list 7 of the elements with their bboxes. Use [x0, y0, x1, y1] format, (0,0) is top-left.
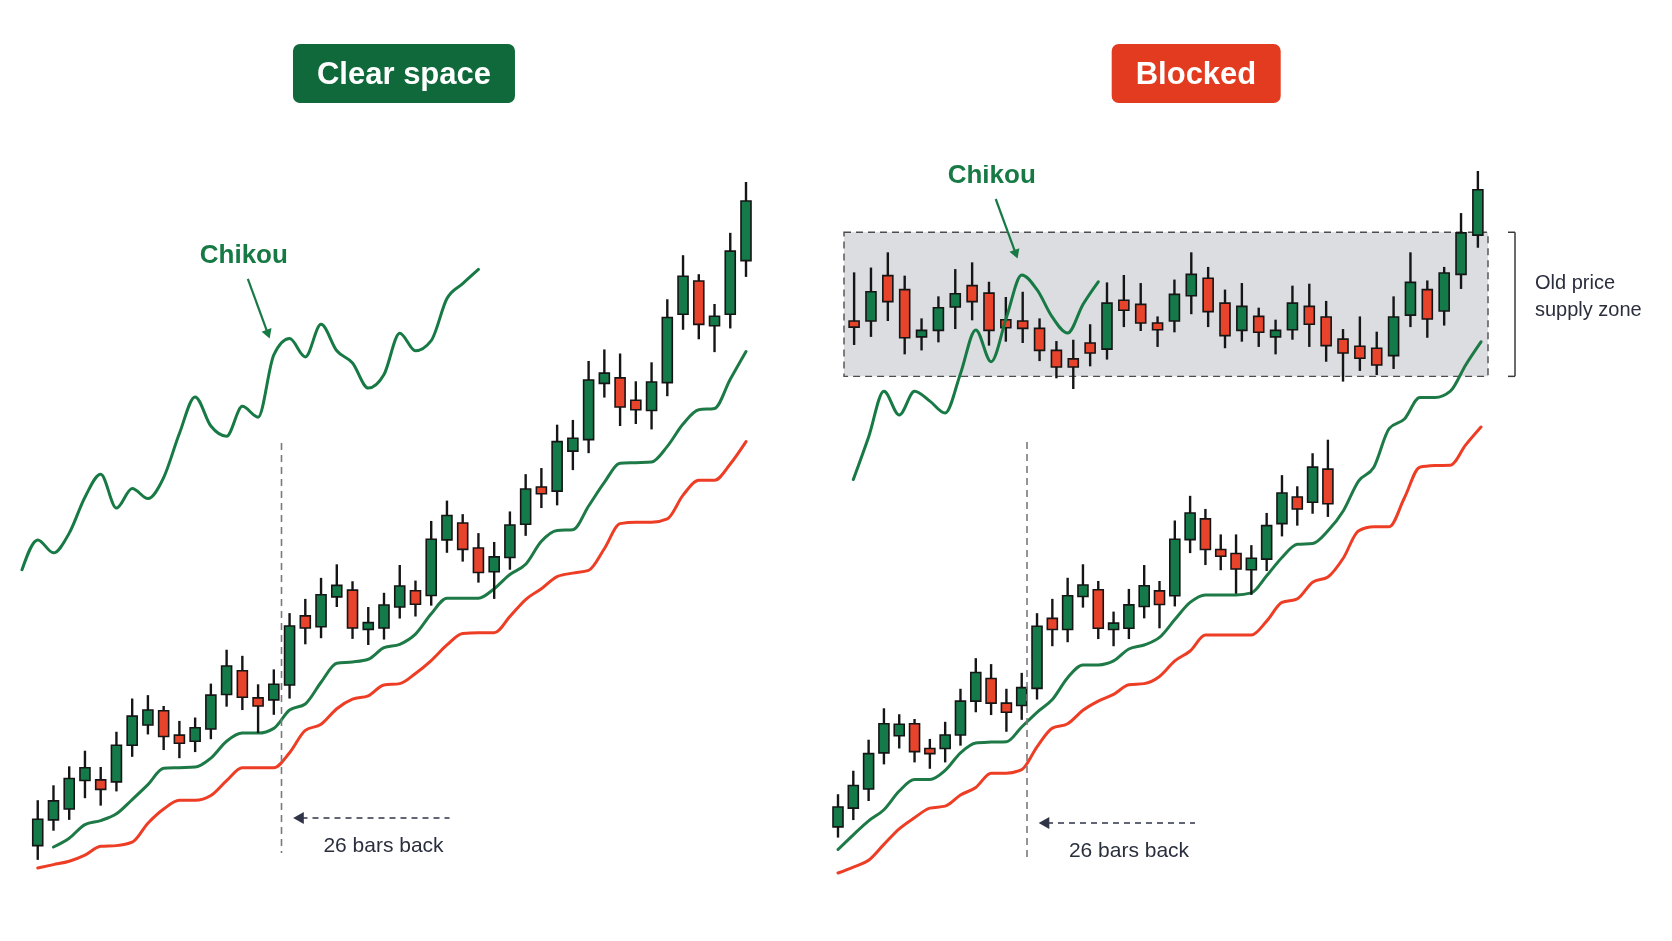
chart-title: Blocked: [1111, 44, 1281, 103]
text: Chikou: [947, 159, 1036, 189]
band-label: Old price supply zone: [1535, 270, 1642, 320]
text: 26 bars back: [1068, 838, 1190, 861]
annotation: 26 bars back: [323, 833, 445, 856]
text: Chikou: [199, 238, 288, 269]
chart-title: Clear space: [292, 44, 516, 103]
